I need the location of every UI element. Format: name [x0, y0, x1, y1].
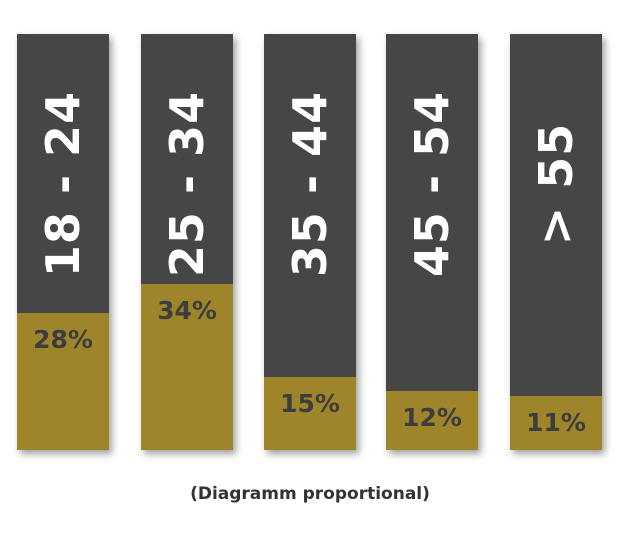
- value-label: 15%: [280, 389, 340, 418]
- value-label: 28%: [33, 325, 93, 354]
- bar-fill-5: [510, 396, 602, 450]
- value-label: 12%: [402, 403, 462, 432]
- bar-5: > 55 11%: [510, 34, 602, 450]
- value-label: 34%: [157, 296, 217, 325]
- bar-1: 18 - 24 28%: [17, 34, 109, 450]
- bar-fill-1: [17, 313, 109, 450]
- value-label: 11%: [526, 408, 586, 437]
- category-label: 45 - 54: [405, 90, 459, 278]
- bar-fill-2: [141, 284, 233, 450]
- bar-4: 45 - 54 12%: [386, 34, 478, 450]
- category-label: > 55: [529, 122, 583, 246]
- category-label: 35 - 44: [283, 90, 337, 278]
- bar-2: 25 - 34 34%: [141, 34, 233, 450]
- chart-caption: (Diagramm proportional): [190, 484, 430, 504]
- category-label: 25 - 34: [160, 90, 214, 278]
- category-label: 18 - 24: [36, 90, 90, 278]
- bar-fill-4: [386, 391, 478, 450]
- bar-3: 35 - 44 15%: [264, 34, 356, 450]
- bar-fill-3: [264, 377, 356, 450]
